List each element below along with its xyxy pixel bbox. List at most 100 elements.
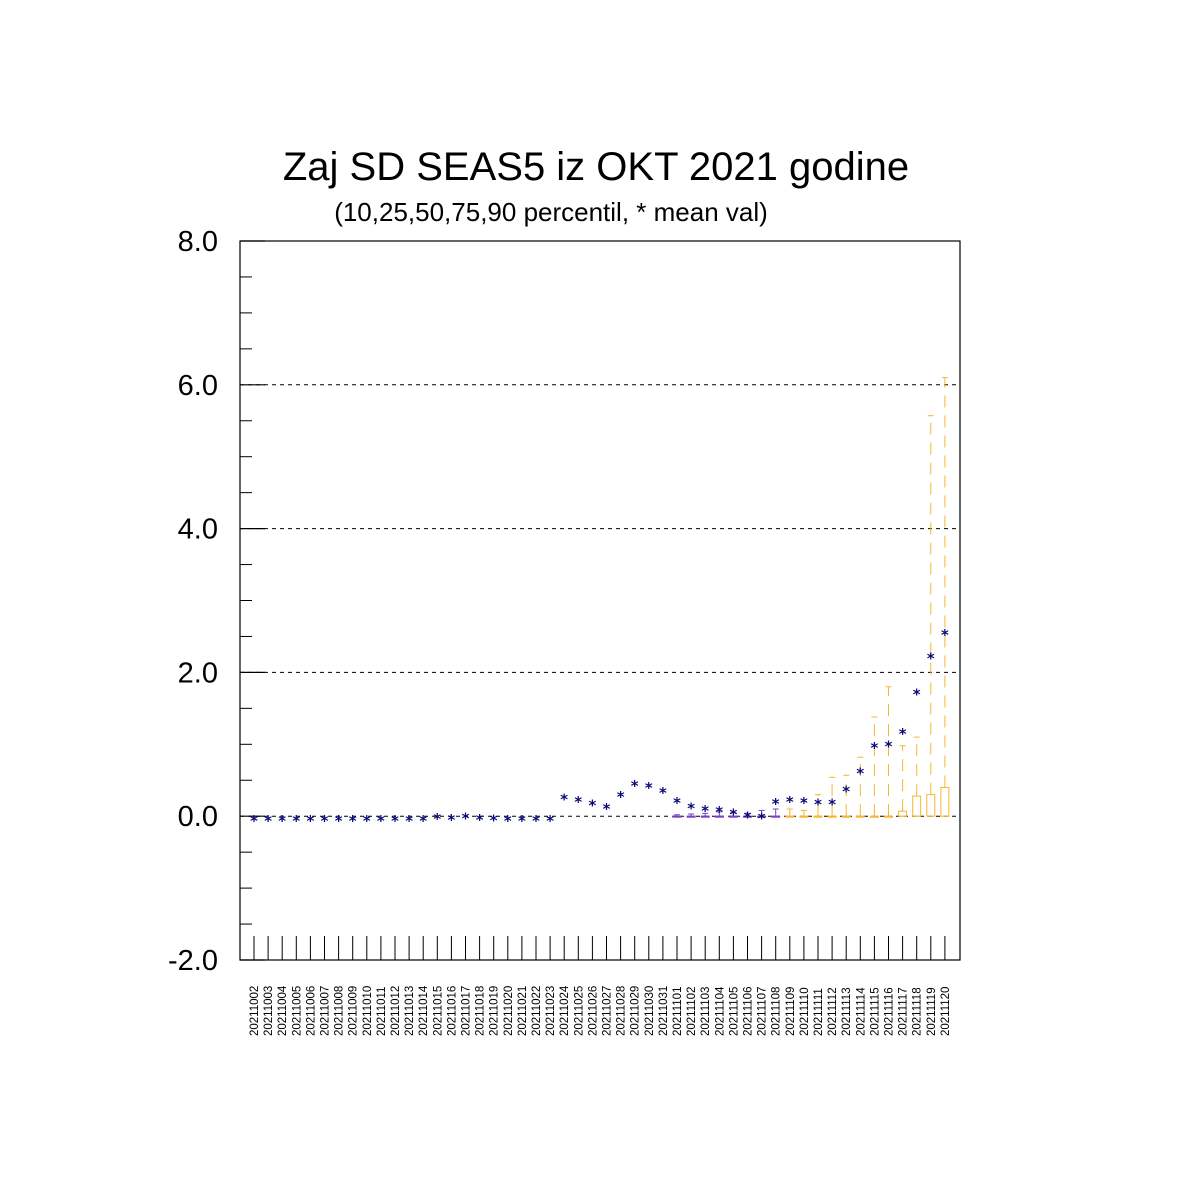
box-plot	[841, 774, 851, 818]
box-plot	[827, 776, 837, 818]
mean-point: *	[390, 812, 399, 830]
x-tick-label: 20211103	[700, 987, 712, 1036]
x-tick-label: 20211114	[855, 987, 867, 1036]
mean-point: *	[729, 806, 738, 824]
y-tick-label: 0.0	[178, 801, 218, 833]
mean-point: *	[419, 812, 428, 830]
x-tick-label: 20211005	[291, 986, 303, 1036]
mean-point: *	[715, 803, 724, 821]
box-plot	[714, 811, 724, 818]
mean-point: *	[856, 765, 865, 783]
x-tick-label: 20211113	[841, 987, 853, 1036]
mean-point: *	[278, 812, 287, 830]
mean-point: *	[362, 812, 371, 830]
y-tick-label: -2.0	[168, 945, 218, 977]
mean-point: *	[884, 737, 893, 755]
x-tick-label: 20211106	[743, 987, 755, 1036]
box-plot	[898, 745, 908, 817]
box-plot	[869, 716, 879, 818]
x-tick-label: 20211015	[432, 986, 444, 1036]
x-tick-label: 20211017	[461, 986, 473, 1036]
mean-point: *	[813, 796, 822, 814]
mean-point: *	[842, 783, 851, 801]
x-tick-label: 20211028	[616, 986, 628, 1036]
mean-point: *	[320, 812, 329, 830]
box-plot	[743, 812, 752, 818]
chart-title: Zaj SD SEAS5 iz OKT 2021 godine	[283, 145, 909, 189]
x-tick-label: 20211014	[418, 985, 430, 1036]
mean-point: *	[644, 779, 653, 797]
x-tick-label: 20211016	[446, 986, 458, 1036]
x-tick-label: 20211120	[940, 987, 952, 1036]
y-tick-label: 2.0	[178, 657, 218, 689]
x-tick-label: 20211104	[714, 986, 726, 1036]
x-tick-label: 20211026	[587, 986, 599, 1036]
x-tick-label: 20211109	[785, 987, 797, 1036]
box-plot	[686, 813, 696, 818]
x-tick-label: 20211030	[644, 986, 656, 1036]
box-plot	[799, 809, 809, 818]
mean-point: *	[546, 812, 555, 830]
x-tick-label: 20211111	[813, 988, 825, 1036]
x-tick-label: 20211008	[334, 986, 346, 1036]
mean-point: *	[799, 794, 808, 812]
gridlines	[240, 240, 960, 817]
mean-point: *	[771, 795, 780, 813]
y-tick-label: 8.0	[178, 226, 218, 258]
x-tick-label: 20211021	[517, 986, 529, 1036]
mean-point: *	[602, 800, 611, 818]
x-axis: 20211002 20211003 20211004 20211005 20211006…	[249, 936, 952, 1036]
x-tick-label: 20211105	[728, 987, 740, 1036]
box-plot	[926, 415, 936, 817]
x-tick-label: 20211023	[545, 986, 557, 1036]
mean-point: *	[560, 791, 569, 809]
x-tick-label: 20211007	[320, 986, 332, 1036]
mean-point: *	[616, 788, 625, 806]
mean-point: *	[489, 811, 498, 829]
x-tick-label: 20211101	[672, 987, 684, 1036]
x-tick-label: 20211102	[686, 987, 698, 1036]
box-plot	[700, 812, 710, 818]
mean-point: *	[785, 793, 794, 811]
mean-point: *	[630, 777, 639, 795]
box-series	[672, 377, 950, 818]
box-plot	[757, 809, 767, 818]
mean-point: *	[926, 650, 935, 668]
chart-subtitle: (10,25,50,75,90 percentil, * mean val)	[334, 197, 768, 227]
mean-point: *	[940, 626, 949, 644]
x-tick-label: 20211112	[827, 987, 839, 1036]
x-tick-label: 20211029	[630, 986, 642, 1036]
x-tick-label: 20211012	[390, 986, 402, 1036]
x-tick-label: 20211107	[757, 987, 769, 1036]
x-tick-label: 20211002	[249, 986, 261, 1036]
mean-point: *	[574, 793, 583, 811]
box-plot	[672, 814, 682, 818]
mean-point: *	[292, 812, 301, 830]
x-tick-label: 20211011	[376, 987, 388, 1036]
mean-point: *	[405, 812, 414, 830]
mean-point: *	[687, 799, 696, 817]
x-tick-label: 20211013	[404, 986, 416, 1036]
x-tick-label: 20211003	[263, 986, 275, 1036]
box-iqr	[940, 786, 950, 817]
x-tick-label: 20211119	[926, 987, 938, 1036]
x-tick-label: 20211006	[305, 986, 317, 1036]
box-iqr	[926, 794, 936, 817]
box-plot	[855, 756, 865, 818]
mean-point: *	[828, 796, 837, 814]
mean-point: *	[461, 809, 470, 827]
x-tick-label: 20211020	[503, 986, 515, 1036]
x-tick-label: 20211004	[277, 985, 289, 1036]
mean-point: *	[348, 812, 357, 830]
mean-point: *	[912, 686, 921, 704]
box-iqr	[898, 810, 908, 817]
box-plot	[728, 812, 738, 818]
y-axis: -2.0 0.0 2.0 4.0 6.0 8.0	[168, 226, 265, 977]
box-iqr	[912, 795, 922, 817]
mean-point: *	[672, 794, 681, 812]
box-plot	[785, 808, 795, 818]
mean-point: *	[433, 810, 442, 828]
mean-series: * * * * * * * * * * * * * * * * * * * * * * * * * * * * * * * * * * * * * * * *…	[249, 626, 949, 830]
mean-point: *	[517, 812, 526, 830]
